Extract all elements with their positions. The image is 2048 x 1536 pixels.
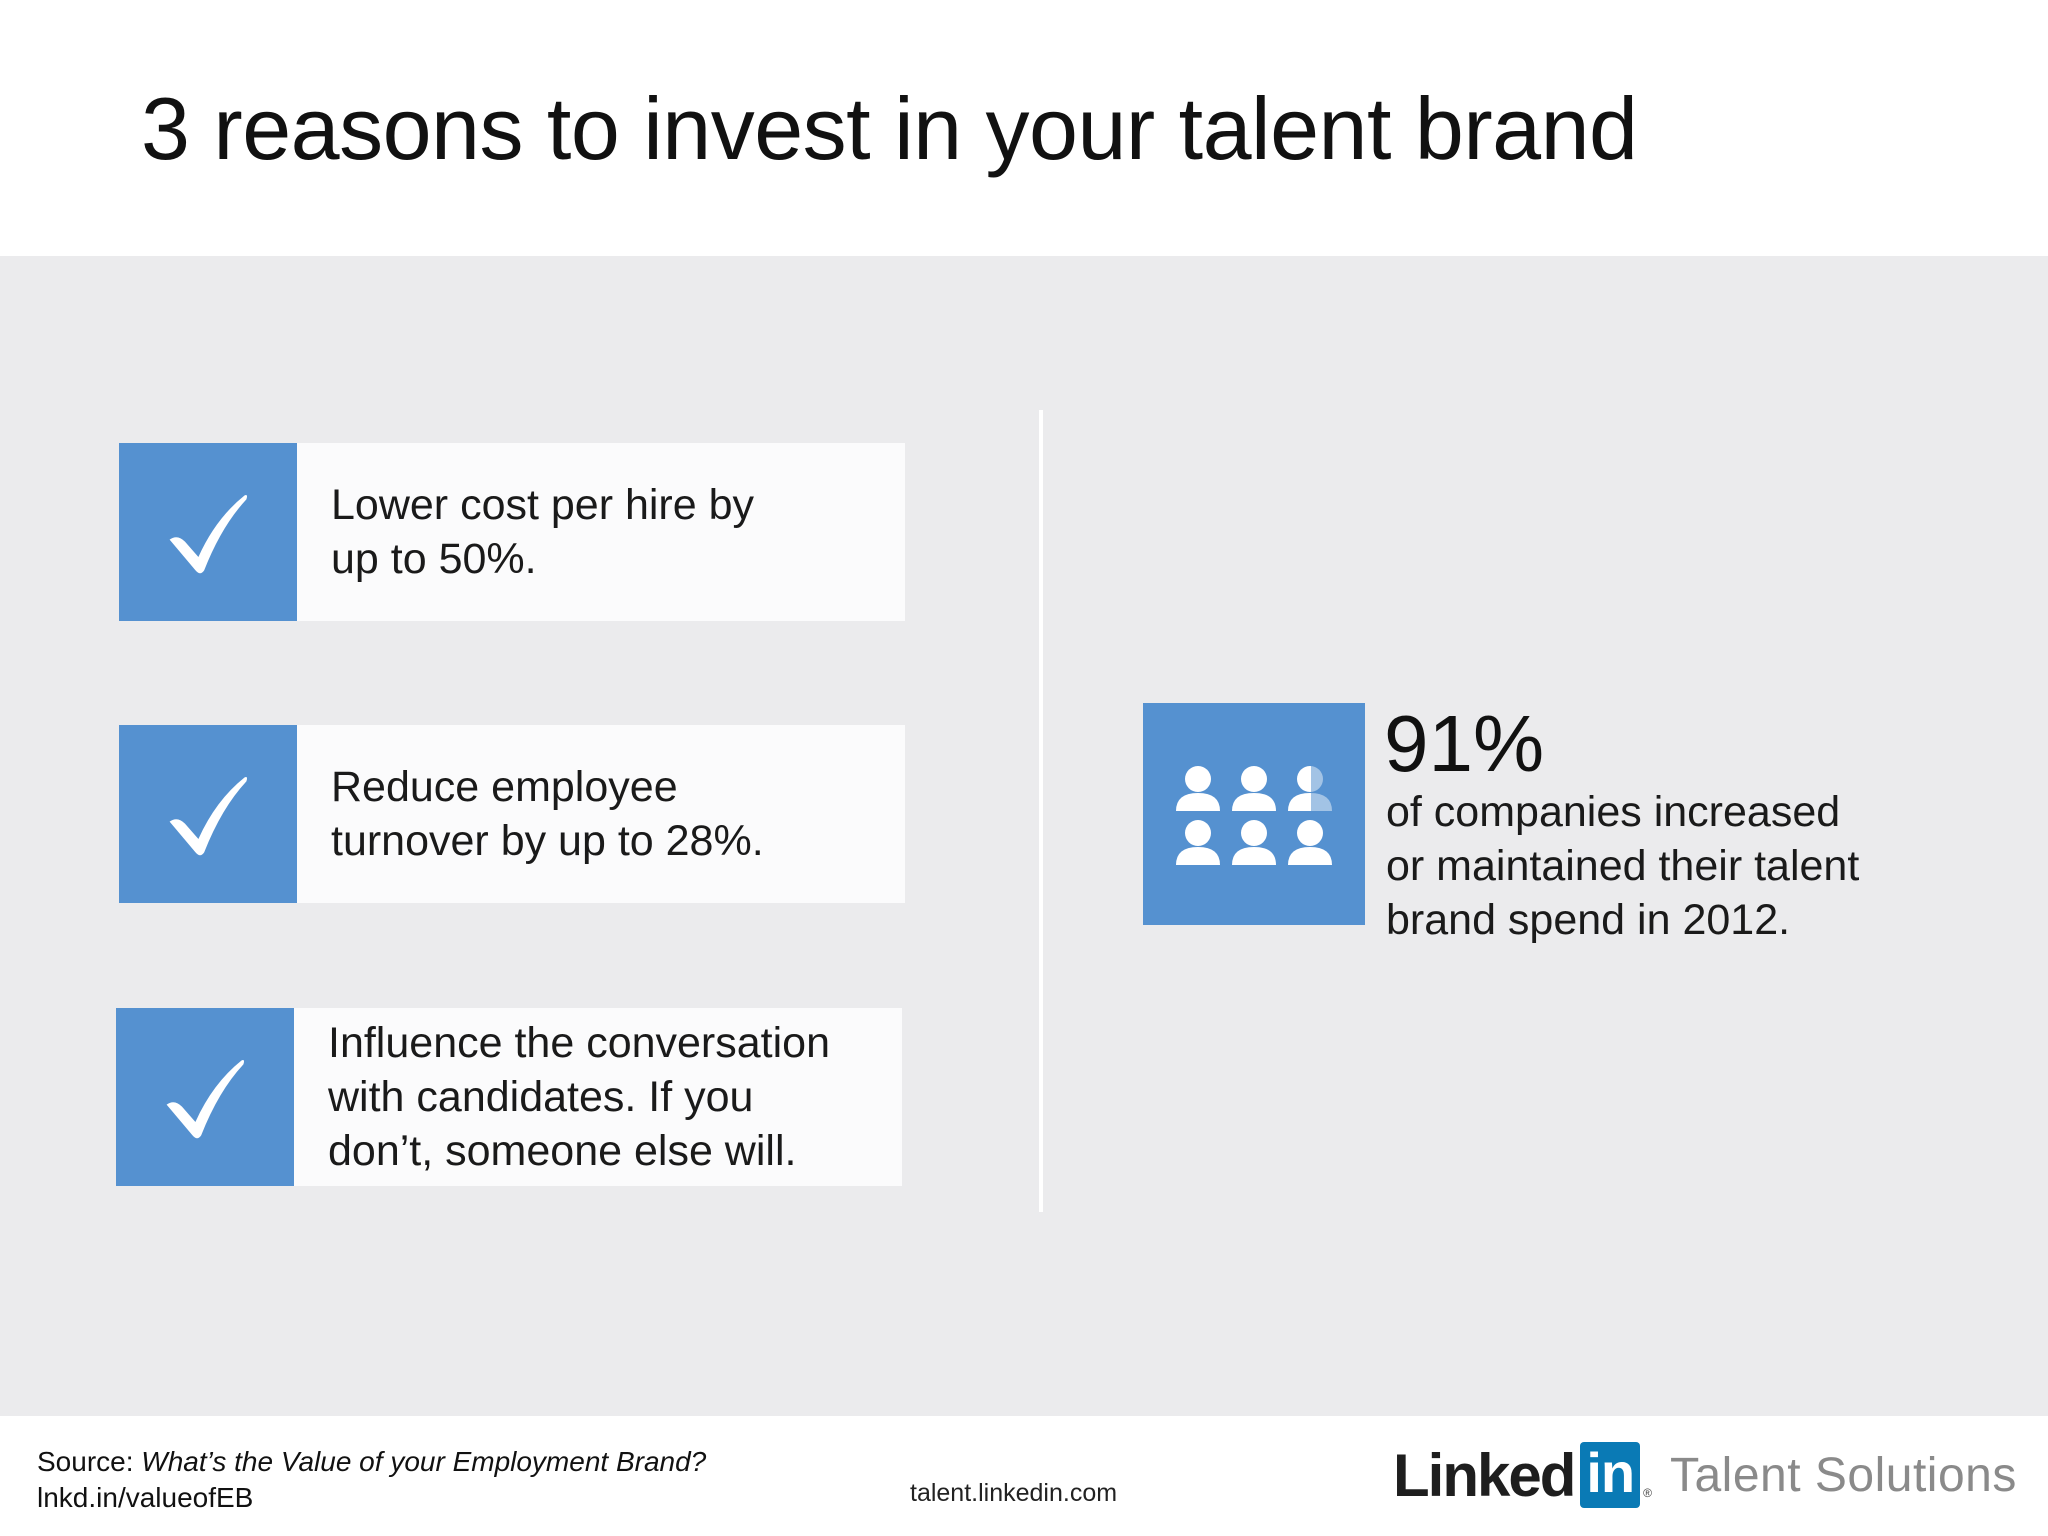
stat-line: brand spend in 2012. — [1386, 896, 1791, 944]
stat-description: of companies increased or maintained the… — [1386, 785, 1946, 947]
source-label: Source: — [37, 1446, 142, 1477]
reason-line: Influence the conversation — [328, 1019, 830, 1067]
reason-line: up to 50%. — [331, 535, 537, 583]
reason-line: Lower cost per hire by — [331, 481, 755, 529]
reason-card-2: Reduce employee turnover by up to 28%. — [119, 725, 905, 903]
stat-value: 91% — [1384, 699, 1545, 788]
reason-line: don’t, someone else will. — [328, 1127, 797, 1175]
reason-card-1: Lower cost per hire by up to 50%. — [119, 443, 905, 621]
linkedin-talent-solutions-logo: Linked in ® Talent Solutions — [1393, 1440, 2017, 1510]
footer-source: Source: What’s the Value of your Employm… — [37, 1444, 706, 1516]
reason-line: with candidates. If you — [328, 1073, 754, 1121]
checkmark-icon — [116, 1008, 294, 1186]
logo-registered-mark: ® — [1643, 1486, 1652, 1500]
stat-line: or maintained their talent — [1386, 842, 1860, 890]
source-title: What’s the Value of your Employment Bran… — [141, 1446, 707, 1477]
checkmark-icon — [119, 443, 297, 621]
people-group-icon — [1143, 703, 1365, 925]
logo-linked-text: Linked — [1393, 1441, 1576, 1509]
reason-text: Lower cost per hire by up to 50%. — [331, 443, 885, 621]
reason-line: Reduce employee — [331, 763, 678, 811]
short-link[interactable]: lnkd.in/valueofEB — [37, 1482, 254, 1513]
reason-text: Influence the conversation with candidat… — [328, 1008, 882, 1186]
reason-line: turnover by up to 28%. — [331, 817, 764, 865]
logo-in-box: in — [1580, 1442, 1641, 1508]
checkmark-icon — [119, 725, 297, 903]
site-link[interactable]: talent.linkedin.com — [910, 1479, 1118, 1507]
reason-card-3: Influence the conversation with candidat… — [116, 1008, 902, 1186]
reason-text: Reduce employee turnover by up to 28%. — [331, 725, 885, 903]
stat-line: of companies increased — [1386, 788, 1841, 836]
vertical-divider — [1039, 410, 1043, 1212]
logo-product-name: Talent Solutions — [1669, 1448, 2017, 1502]
page-title: 3 reasons to invest in your talent brand — [141, 79, 1638, 178]
